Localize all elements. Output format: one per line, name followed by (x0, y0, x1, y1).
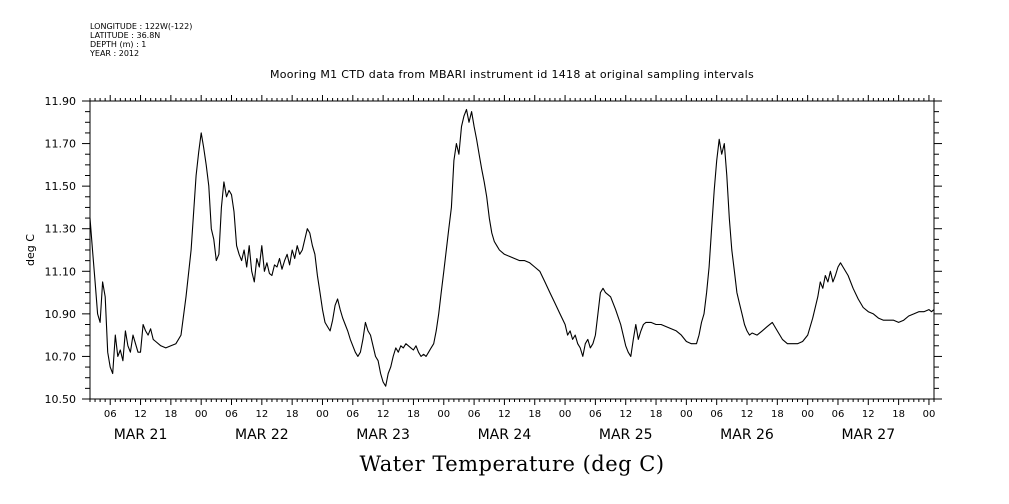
x-hour-tick-label: 18 (164, 409, 177, 420)
x-hour-tick-label: 00 (680, 409, 693, 420)
x-hour-tick-label: 18 (650, 409, 663, 420)
x-hour-tick-label: 06 (346, 409, 359, 420)
x-hour-tick-label: 06 (468, 409, 481, 420)
y-tick-label: 10.90 (45, 308, 77, 321)
metadata-block: LONGITUDE : 122W(-122) LATITUDE : 36.8N … (90, 22, 192, 58)
x-hour-tick-label: 06 (225, 409, 238, 420)
x-day-label: MAR 27 (841, 427, 895, 443)
x-hour-tick-label: 12 (377, 409, 390, 420)
x-hour-tick-label: 12 (741, 409, 754, 420)
x-hour-tick-label: 06 (589, 409, 602, 420)
x-hour-tick-label: 12 (498, 409, 511, 420)
chart-title: Mooring M1 CTD data from MBARI instrumen… (269, 68, 755, 81)
chart-bottom-title: Water Temperature (deg C) (359, 452, 665, 476)
y-tick-label: 11.50 (45, 180, 77, 193)
x-hour-tick-label: 18 (892, 409, 905, 420)
x-hour-tick-label: 00 (316, 409, 329, 420)
x-hour-tick-label: 00 (437, 409, 450, 420)
x-hour-tick-label: 06 (832, 409, 845, 420)
x-day-label: MAR 26 (720, 427, 774, 443)
year-label: YEAR : 2012 (90, 49, 140, 58)
x-hour-tick-label: 00 (923, 409, 936, 420)
x-hour-tick-label: 12 (255, 409, 268, 420)
longitude-label: LONGITUDE : 122W(-122) (90, 22, 193, 31)
x-hour-tick-label: 06 (710, 409, 723, 420)
latitude-label: LATITUDE : 36.8N (90, 31, 161, 40)
x-hour-tick-label: 18 (286, 409, 299, 420)
y-tick-label: 10.50 (45, 393, 77, 406)
x-hour-tick-label: 18 (528, 409, 541, 420)
x-day-label: MAR 23 (356, 427, 410, 443)
plot-frame (89, 100, 935, 400)
y-tick-label: 10.70 (45, 350, 77, 363)
x-hour-tick-label: 12 (134, 409, 147, 420)
y-tick-label: 11.30 (45, 223, 77, 236)
x-day-label: MAR 22 (235, 427, 289, 443)
x-hour-tick-label: 06 (104, 409, 117, 420)
x-hour-tick-label: 00 (195, 409, 208, 420)
x-hour-tick-label: 00 (801, 409, 814, 420)
x-day-label: MAR 21 (114, 427, 168, 443)
y-tick-label: 11.90 (45, 95, 77, 108)
y-tick-label: 11.70 (45, 138, 77, 151)
x-hour-tick-label: 18 (771, 409, 784, 420)
temperature-series-line (89, 108, 935, 387)
y-axis-label: deg C (24, 234, 37, 266)
y-tick-label: 11.10 (45, 265, 77, 278)
depth-label: DEPTH (m) : 1 (90, 40, 147, 49)
x-hour-tick-label: 00 (559, 409, 572, 420)
x-day-label: MAR 24 (478, 427, 532, 443)
x-hour-tick-label: 12 (862, 409, 875, 420)
x-hour-tick-label: 12 (619, 409, 632, 420)
x-day-label: MAR 25 (599, 427, 653, 443)
x-hour-tick-label: 18 (407, 409, 420, 420)
